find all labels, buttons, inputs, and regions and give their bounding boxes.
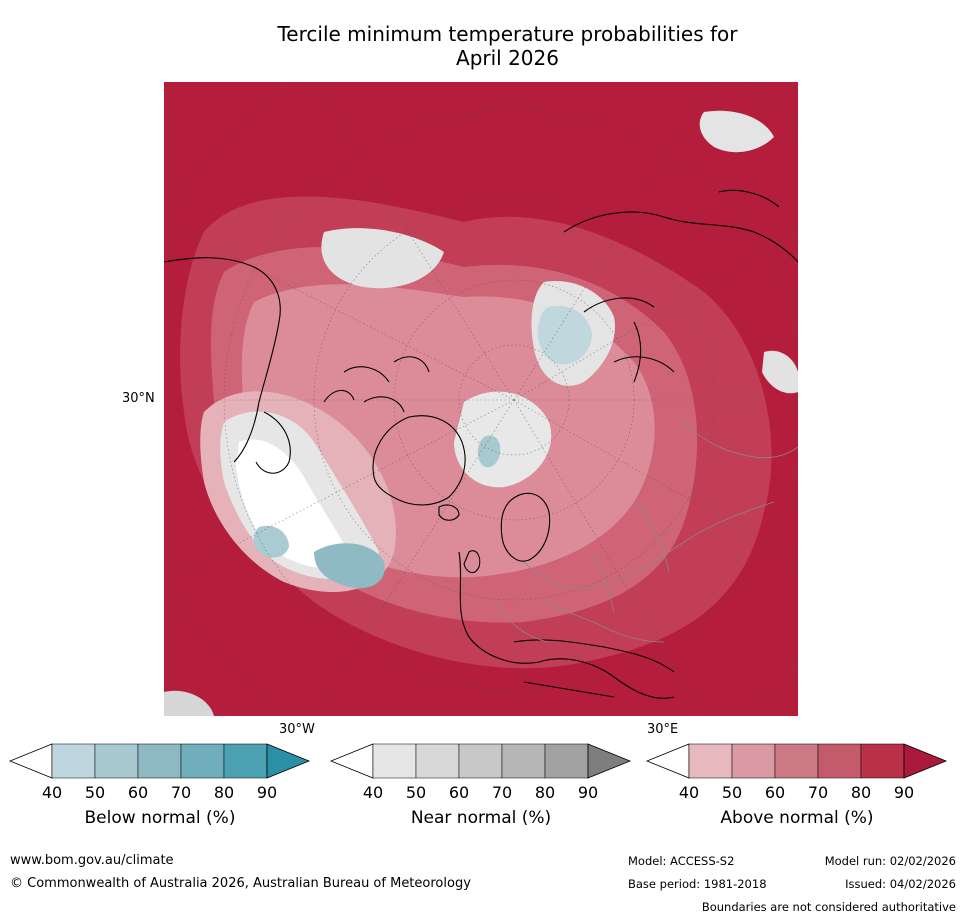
- greenland-coast: [372, 415, 466, 506]
- coastlines: [164, 189, 798, 699]
- above-colorbar-segment: [817, 743, 862, 779]
- near-normal-40-region-7: [762, 350, 798, 394]
- asia-east-coast: [633, 189, 780, 383]
- mediterranean-coast: [513, 639, 675, 698]
- lon-30w-label: 30°W: [279, 722, 315, 737]
- near-normal-colorbar: 40 50 60 70 80 90: [329, 743, 632, 804]
- disclaimer-text: Boundaries are not considered authoritat…: [701, 900, 956, 914]
- issued-text: Issued: 04/02/2026: [845, 877, 956, 891]
- above-colorbar-segment: [860, 743, 905, 779]
- near-colorbar-tick-label: 70: [492, 783, 512, 802]
- near-normal-title: Near normal (%): [410, 808, 552, 828]
- near-colorbar-tick-label: 40: [363, 783, 383, 802]
- above-colorbar-tick-label: 90: [894, 783, 914, 802]
- hudson-bay-coast: [255, 411, 291, 474]
- above-colorbar-tick-label: 60: [765, 783, 785, 802]
- title-line-2: April 2026: [456, 46, 559, 70]
- lat-30n-label: 30°N: [122, 391, 155, 406]
- near-normal-40-region-5: [321, 228, 444, 289]
- above-colorbar-tick-label: 50: [722, 783, 742, 802]
- above-colorbar-tick-label: 80: [851, 783, 871, 802]
- below-colorbar-tick-label: 50: [85, 783, 105, 802]
- below-normal-50-region-2: [253, 525, 289, 558]
- below-colorbar-lower-extend: [8, 743, 53, 779]
- copyright-text: © Commonwealth of Australia 2026, Austra…: [10, 876, 471, 891]
- above-normal-title: Above normal (%): [720, 808, 874, 828]
- arctic-archipelago-coast: [323, 356, 430, 413]
- below-colorbar-upper-extend: [266, 743, 311, 779]
- below-colorbar-segment: [180, 743, 225, 779]
- below-colorbar-tick-label: 70: [171, 783, 191, 802]
- europe-coast: [458, 551, 675, 699]
- above-colorbar-segment: [731, 743, 776, 779]
- below-normal-40-region-2: [477, 435, 501, 468]
- model-run-text: Model run: 02/02/2026: [824, 854, 956, 868]
- below-colorbar-tick-label: 60: [128, 783, 148, 802]
- above-colorbar-segment: [688, 743, 733, 779]
- near-colorbar-tick-label: 60: [449, 783, 469, 802]
- near-colorbar-tick-label: 90: [578, 783, 598, 802]
- below-normal-colorbar-svg: 40 50 60 70 80 90: [8, 743, 311, 802]
- below-normal-50-region: [314, 543, 385, 589]
- near-colorbar-segment: [544, 743, 589, 779]
- above-colorbar-tick-label: 70: [808, 783, 828, 802]
- title-line-1: Tercile minimum temperature probabilitie…: [277, 22, 738, 46]
- probability-map: [164, 82, 798, 716]
- near-colorbar-tick-label: 80: [535, 783, 555, 802]
- above-colorbar-lower-extend: [645, 743, 690, 779]
- above-colorbar-tick-label: 40: [679, 783, 699, 802]
- near-colorbar-lower-extend: [329, 743, 374, 779]
- russia-coast: [563, 211, 798, 373]
- near-normal-corner: [164, 690, 214, 716]
- map-title: Tercile minimum temperature probabilitie…: [160, 22, 855, 70]
- below-normal-40-region: [537, 305, 592, 365]
- below-colorbar-segment: [137, 743, 182, 779]
- near-normal-colorbar-svg: 40 50 60 70 80 90: [329, 743, 632, 802]
- above-colorbar-upper-extend: [903, 743, 948, 779]
- near-normal-40-region-3: [454, 391, 552, 488]
- above-normal-colorbar: 40 50 60 70 80 90: [645, 743, 948, 804]
- near-colorbar-upper-extend: [587, 743, 632, 779]
- uk-coast: [463, 550, 481, 574]
- model-text: Model: ACCESS-S2: [628, 854, 735, 868]
- lon-30e-label: 30°E: [647, 722, 679, 737]
- below-colorbar-tick-label: 80: [214, 783, 234, 802]
- below-colorbar-segment: [51, 743, 96, 779]
- above-normal-colorbar-svg: 40 50 60 70 80 90: [645, 743, 948, 802]
- near-colorbar-segment: [415, 743, 460, 779]
- country-borders: [493, 421, 798, 643]
- above-colorbar-segment: [774, 743, 819, 779]
- iceland-coast: [438, 504, 460, 521]
- near-colorbar-tick-label: 50: [406, 783, 426, 802]
- below-normal-title: Below normal (%): [84, 808, 236, 828]
- map-canvas: [164, 82, 798, 716]
- near-colorbar-segment: [501, 743, 546, 779]
- north-america-coast: [164, 257, 281, 463]
- scandinavia-coast: [500, 492, 551, 562]
- below-colorbar-tick-label: 90: [257, 783, 277, 802]
- below-colorbar-segment: [223, 743, 268, 779]
- base-period-text: Base period: 1981-2018: [628, 877, 767, 891]
- below-colorbar-segment: [94, 743, 139, 779]
- near-normal-40-region-6: [699, 110, 774, 153]
- below-normal-colorbar: 40 50 60 70 80 90: [8, 743, 311, 804]
- near-colorbar-segment: [372, 743, 417, 779]
- website-link[interactable]: www.bom.gov.au/climate: [10, 853, 174, 868]
- below-colorbar-tick-label: 40: [42, 783, 62, 802]
- near-colorbar-segment: [458, 743, 503, 779]
